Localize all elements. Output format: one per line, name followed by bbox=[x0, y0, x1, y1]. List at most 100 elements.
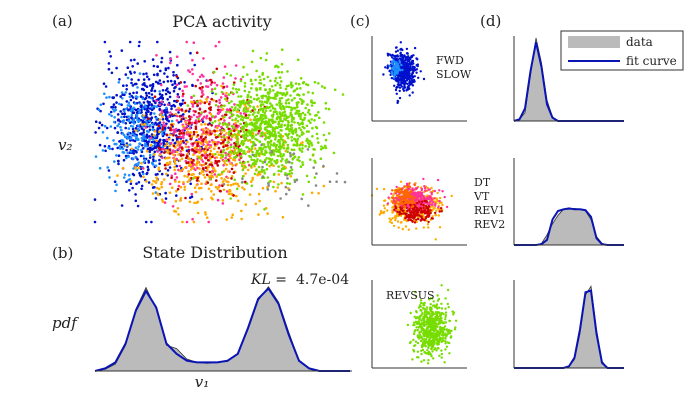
pca-point-1 bbox=[94, 155, 98, 158]
pca-point-5 bbox=[280, 167, 284, 171]
pca-point-3 bbox=[258, 173, 262, 176]
pca-point-4 bbox=[158, 148, 162, 151]
c2-point bbox=[388, 220, 392, 223]
pca-point-5 bbox=[274, 120, 277, 124]
c2-point bbox=[386, 209, 389, 212]
c2-point bbox=[422, 177, 425, 181]
pca-point-5 bbox=[304, 144, 307, 148]
pca-point-0 bbox=[128, 189, 131, 192]
c2-point bbox=[437, 206, 440, 209]
pca-point-0 bbox=[110, 105, 113, 109]
pca-point-3 bbox=[190, 100, 193, 104]
c3-point bbox=[446, 302, 449, 306]
pca-point-5 bbox=[234, 106, 237, 109]
pca-point-5 bbox=[283, 113, 287, 116]
pca-point-2 bbox=[199, 82, 203, 85]
pca-point-3 bbox=[243, 188, 246, 191]
pca-point-5 bbox=[251, 128, 254, 131]
pca-point-5 bbox=[240, 139, 244, 143]
pca-point-5 bbox=[236, 137, 239, 140]
pca-point-5 bbox=[264, 149, 267, 152]
pca-point-0 bbox=[176, 93, 180, 96]
pca-point-5 bbox=[250, 100, 253, 103]
c3-point bbox=[442, 312, 445, 316]
pca-point-0 bbox=[153, 150, 157, 154]
pca-point-3 bbox=[209, 112, 213, 116]
c1-point bbox=[396, 101, 399, 105]
c1-point bbox=[407, 84, 410, 88]
pca-point-0 bbox=[177, 111, 180, 114]
c2-point bbox=[408, 193, 411, 196]
pca-point-3 bbox=[176, 143, 179, 147]
c3-point bbox=[443, 325, 447, 328]
pca-point-0 bbox=[93, 198, 97, 201]
pca-point-4 bbox=[244, 180, 247, 184]
pca-point-4 bbox=[195, 150, 198, 154]
pca-point-3 bbox=[207, 175, 211, 178]
pca-point-5 bbox=[251, 141, 255, 144]
c3-point bbox=[422, 327, 425, 330]
pca-point-4 bbox=[168, 148, 172, 151]
c3-point bbox=[429, 308, 432, 311]
c3-point bbox=[432, 332, 435, 335]
c3-point bbox=[427, 346, 430, 350]
pca-point-4 bbox=[182, 92, 185, 96]
c1-point bbox=[398, 86, 402, 89]
pca-point-5 bbox=[200, 111, 204, 114]
pca-point-5 bbox=[280, 80, 283, 83]
pca-point-5 bbox=[278, 83, 282, 87]
pca-point-5 bbox=[250, 87, 253, 90]
pca-point-2 bbox=[214, 44, 217, 48]
c2-point bbox=[419, 196, 423, 199]
pca-point-2 bbox=[169, 111, 172, 114]
pca-point-3 bbox=[192, 153, 195, 157]
pca-point-5 bbox=[270, 114, 274, 117]
pca-point-5 bbox=[264, 94, 268, 98]
pca-point-6 bbox=[335, 180, 338, 183]
pca-point-5 bbox=[249, 164, 253, 168]
pca-point-5 bbox=[311, 153, 315, 156]
pca-point-2 bbox=[201, 89, 204, 93]
pca-point-0 bbox=[147, 91, 151, 95]
pca-point-1 bbox=[132, 117, 136, 121]
c1-point bbox=[394, 71, 397, 74]
pca-point-3 bbox=[225, 163, 229, 167]
pca-point-0 bbox=[147, 110, 150, 113]
pca-point-5 bbox=[254, 121, 258, 125]
pca-point-3 bbox=[198, 163, 202, 167]
pca-point-1 bbox=[155, 116, 158, 120]
pca-point-0 bbox=[121, 93, 124, 96]
pca-point-0 bbox=[163, 127, 167, 130]
pca-point-3 bbox=[222, 159, 226, 163]
pca-point-5 bbox=[313, 119, 316, 122]
pca-point-3 bbox=[165, 142, 169, 145]
pca-point-2 bbox=[169, 57, 173, 61]
c3-point bbox=[416, 329, 419, 332]
c2-point bbox=[423, 199, 426, 203]
c2-point bbox=[405, 191, 409, 195]
pca-point-3 bbox=[155, 186, 159, 190]
pca-point-2 bbox=[221, 202, 225, 205]
pca-point-3 bbox=[140, 123, 144, 126]
pca-point-5 bbox=[214, 152, 217, 156]
pca-point-2 bbox=[199, 119, 203, 122]
pca-point-5 bbox=[231, 87, 235, 90]
pca-point-1 bbox=[148, 124, 152, 127]
pca-point-5 bbox=[249, 78, 253, 82]
pca-point-4 bbox=[209, 132, 212, 136]
c1-point bbox=[398, 57, 402, 60]
pca-point-5 bbox=[222, 122, 225, 126]
pca-point-4 bbox=[195, 179, 199, 182]
pca-point-5 bbox=[305, 174, 309, 178]
pca-point-5 bbox=[298, 159, 301, 163]
pca-point-0 bbox=[113, 180, 117, 183]
pca-point-5 bbox=[256, 149, 260, 153]
state-density bbox=[94, 286, 352, 372]
pca-point-5 bbox=[229, 145, 232, 149]
pca-point-1 bbox=[120, 91, 124, 94]
pca-point-1 bbox=[123, 173, 127, 176]
pca-point-5 bbox=[275, 117, 279, 121]
pca-point-5 bbox=[299, 112, 303, 116]
legend-data-label: data bbox=[626, 35, 653, 49]
c1-point bbox=[396, 99, 399, 103]
